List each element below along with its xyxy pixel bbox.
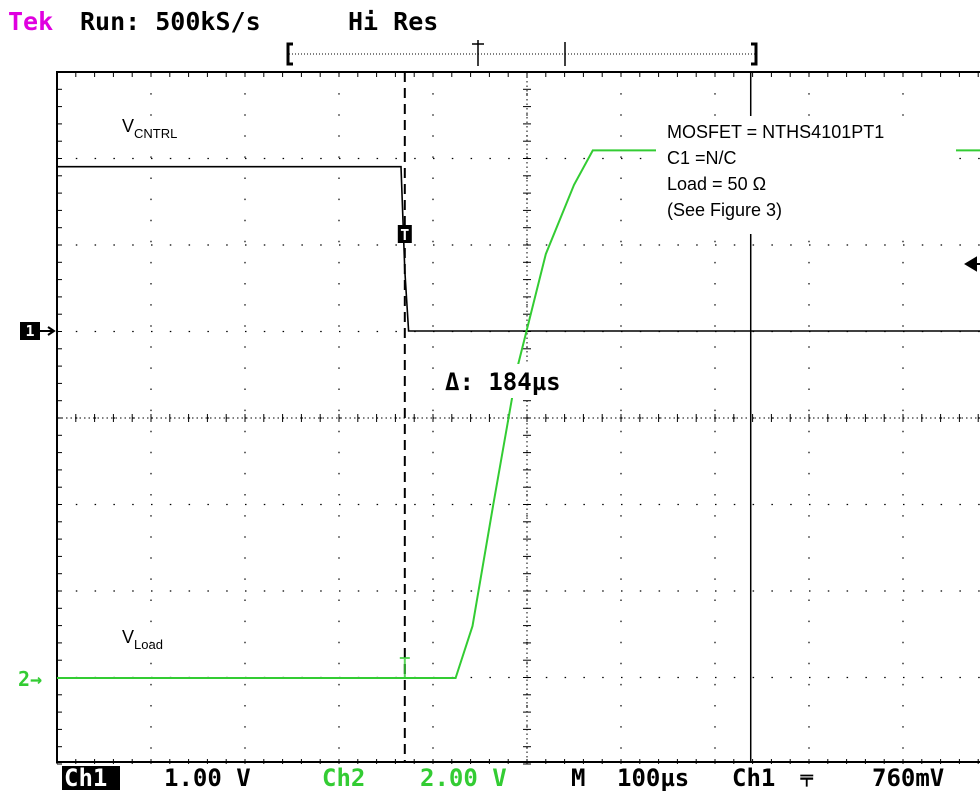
vcntrl-label: VCNTRL <box>122 116 177 141</box>
vload-label: VLoad <box>122 627 163 652</box>
acquisition-mode: Hi Res <box>348 7 438 36</box>
ch1-marker-box <box>20 322 40 340</box>
annotation-line-1: MOSFET = NTHS4101PT1 <box>667 122 884 142</box>
timebase-label: M <box>571 764 585 792</box>
ch2-cursor-marker <box>399 657 410 678</box>
ch1-label: Ch1 <box>64 764 107 792</box>
ch1-marker-arrow <box>40 326 56 336</box>
ch2-marker: 2→ <box>18 667 42 691</box>
ch1-label-box <box>62 766 120 790</box>
timebase-value: 100µs <box>617 764 689 792</box>
annotation-line-4: (See Figure 3) <box>667 200 782 220</box>
record-position-bar <box>286 40 758 66</box>
trigger-slope: ⫧ <box>800 764 814 792</box>
acquisition-status: Run: 500kS/s <box>80 7 261 36</box>
ch2-label: Ch2 <box>322 764 365 792</box>
annotation-line-3: Load = 50 Ω <box>667 174 766 194</box>
trigger-marker-text: T <box>400 226 409 244</box>
ch1-marker: 1 <box>25 322 34 340</box>
delta-readout-background <box>441 364 593 398</box>
trigger-level-arrow <box>964 256 980 272</box>
vload-label-main: V <box>122 627 134 647</box>
ch1-scale: 1.00 V <box>164 764 251 792</box>
ch2-scale: 2.00 V <box>420 764 507 792</box>
annotation-line-2: C1 =N/C <box>667 148 737 168</box>
trigger-level: 760mV <box>872 764 944 792</box>
vcntrl-label-sub: CNTRL <box>134 126 177 141</box>
brand-label: Tek <box>8 7 53 36</box>
vcntrl-label-main: V <box>122 116 134 136</box>
trigger-marker: T <box>397 225 412 244</box>
trigger-source: Ch1 <box>732 764 775 792</box>
annotation-background <box>656 116 956 234</box>
vload-label-sub: Load <box>134 637 163 652</box>
delta-readout: Δ: 184µs <box>445 368 561 396</box>
graticule-grid <box>56 71 980 765</box>
